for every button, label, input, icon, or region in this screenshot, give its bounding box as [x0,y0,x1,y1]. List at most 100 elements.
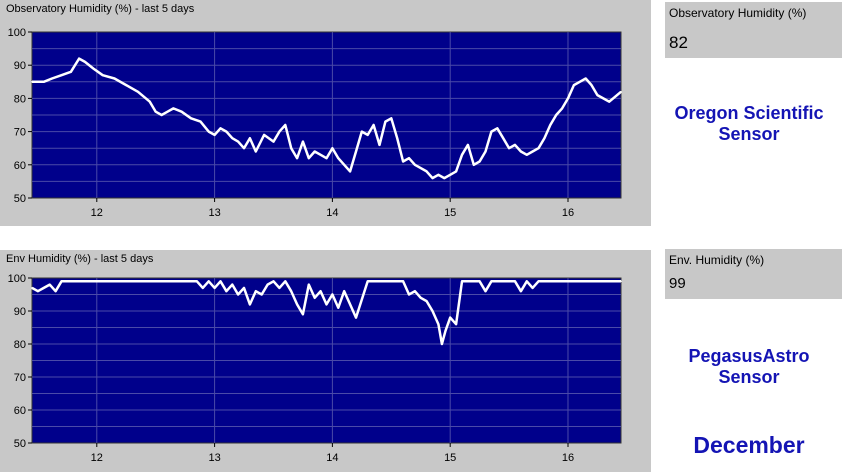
humidity-data-point [490,280,493,283]
humidity-data-point [166,110,169,113]
humidity-data-point [608,100,610,103]
humidity-data-point [526,154,528,156]
humidity-data-point [573,84,575,86]
y-tick-label: 70 [14,372,26,384]
humidity-data-point [319,290,322,292]
observatory-humidity-chart-panel: Observatory Humidity (%) - last 5 days 5… [0,0,651,226]
humidity-data-point [272,140,275,143]
humidity-data-point [37,290,39,292]
humidity-data-point [319,154,322,156]
humidity-data-point [343,290,346,292]
humidity-data-point [449,316,452,319]
humidity-data-point [531,150,534,153]
humidity-data-point [520,290,522,292]
humidity-data-point [567,280,569,283]
humidity-data-point [60,280,63,283]
env-chart-title: Env Humidity (%) - last 5 days [6,253,154,265]
humidity-data-point [531,287,534,289]
env-humidity-chart-panel: Env Humidity (%) - last 5 days 50 60 70 80 9… [0,250,651,472]
humidity-data-point [101,74,104,76]
humidity-data-point [207,280,210,283]
humidity-data-point [449,174,452,176]
humidity-data-point [302,313,304,316]
humidity-data-point [455,323,457,325]
x-tick-label: 12 [91,207,103,219]
humidity-data-point [263,134,265,136]
humidity-data-point [473,280,475,283]
humidity-data-point [502,280,505,283]
humidity-data-point [72,280,74,283]
humidity-data-point [213,287,216,289]
humidity-data-point [31,287,33,289]
humidity-data-point [602,97,605,100]
humidity-data-point [537,147,540,149]
humidity-data-point [396,137,399,139]
humidity-data-point [225,130,228,133]
humidity-data-point [154,110,157,113]
humidity-data-point [372,124,375,126]
observatory-humidity-readout: Observatory Humidity (%) 82 [665,2,842,58]
humidity-data-point [92,67,95,70]
humidity-data-point [63,280,65,283]
humidity-data-point [249,137,251,139]
y-tick-label: 60 [14,160,26,172]
pegasus-sensor-label-line2: Sensor [718,367,780,387]
humidity-data-point [526,280,528,283]
humidity-data-point [231,137,234,139]
humidity-data-point [473,164,475,166]
humidity-data-point [431,310,434,312]
x-tick-label: 14 [326,207,338,219]
x-tick-label: 13 [208,452,220,464]
humidity-data-point [402,160,404,163]
humidity-data-point [337,157,340,159]
humidity-data-point [384,120,387,123]
humidity-data-point [278,287,281,289]
humidity-data-point [172,107,175,110]
humidity-data-point [555,114,557,116]
humidity-data-point [408,157,410,159]
humidity-data-point [331,293,334,296]
humidity-data-point [313,150,316,153]
humidity-data-point [272,280,275,283]
humidity-data-point [549,124,552,126]
humidity-data-point [443,177,446,179]
humidity-data-point [308,283,310,286]
humidity-data-point [514,144,516,146]
humidity-data-point [149,100,151,103]
env-humidity-readout: Env. Humidity (%) 99 [665,249,842,299]
env-readout-value: 99 [669,275,686,292]
y-tick-label: 90 [14,60,26,72]
humidity-data-point [461,280,463,283]
humidity-data-point [414,164,416,166]
humidity-data-point [325,303,328,306]
humidity-data-point [537,280,540,283]
humidity-data-point [266,283,269,286]
pegasus-sensor-label: PegasusAstro Sensor [655,346,843,388]
env-humidity-chart: 50 60 70 80 90 100 12 13 14 15 16 [8,273,622,464]
humidity-data-point [414,290,416,292]
humidity-data-point [284,124,287,126]
humidity-data-point [196,280,198,283]
humidity-data-point [343,164,346,166]
humidity-data-point [431,177,434,179]
month-label: December [693,432,805,458]
humidity-data-point [467,144,469,146]
humidity-data-point [331,147,334,149]
y-tick-label: 90 [14,306,26,318]
env-readout-title: Env. Humidity (%) [669,253,765,267]
humidity-data-point [425,170,428,173]
x-tick-label: 15 [444,452,456,464]
humidity-data-point [237,140,239,143]
y-tick-label: 100 [8,27,26,39]
humidity-data-point [390,117,393,120]
humidity-data-point [243,287,245,289]
humidity-data-point [543,137,546,139]
humidity-data-point [437,323,440,325]
observatory-readout-title: Observatory Humidity (%) [669,6,807,20]
observatory-chart-title: Observatory Humidity (%) - last 5 days [6,3,195,15]
humidity-data-point [243,147,245,149]
humidity-data-point [302,140,304,143]
humidity-data-point [514,280,516,283]
humidity-data-point [590,84,593,86]
humidity-data-point [579,81,581,83]
